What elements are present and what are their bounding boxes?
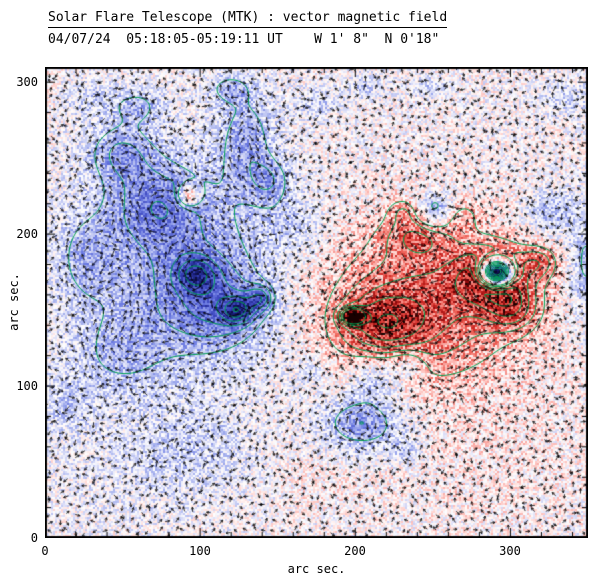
plot-area bbox=[45, 67, 588, 538]
y-tick-label-200: 200 bbox=[16, 227, 38, 241]
y-tick-label-0: 0 bbox=[30, 531, 38, 545]
x-tick-label-100: 100 bbox=[189, 544, 211, 558]
figure-header: Solar Flare Telescope (MTK) : vector mag… bbox=[48, 6, 448, 48]
magnetogram-canvas bbox=[45, 67, 588, 538]
y-axis-label: arc sec. bbox=[7, 273, 21, 331]
y-tick-label-100: 100 bbox=[16, 379, 38, 393]
figure-subtitle: 04/07/24 05:18:05-05:19:11 UT W 1' 8" N … bbox=[48, 32, 440, 47]
x-tick-label-300: 300 bbox=[499, 544, 521, 558]
x-tick-label-0: 0 bbox=[41, 544, 49, 558]
x-tick-label-200: 200 bbox=[344, 544, 366, 558]
x-axis-label: arc sec. bbox=[287, 562, 346, 576]
figure-title: Solar Flare Telescope (MTK) : vector mag… bbox=[48, 9, 448, 28]
y-tick-label-300: 300 bbox=[16, 75, 38, 89]
